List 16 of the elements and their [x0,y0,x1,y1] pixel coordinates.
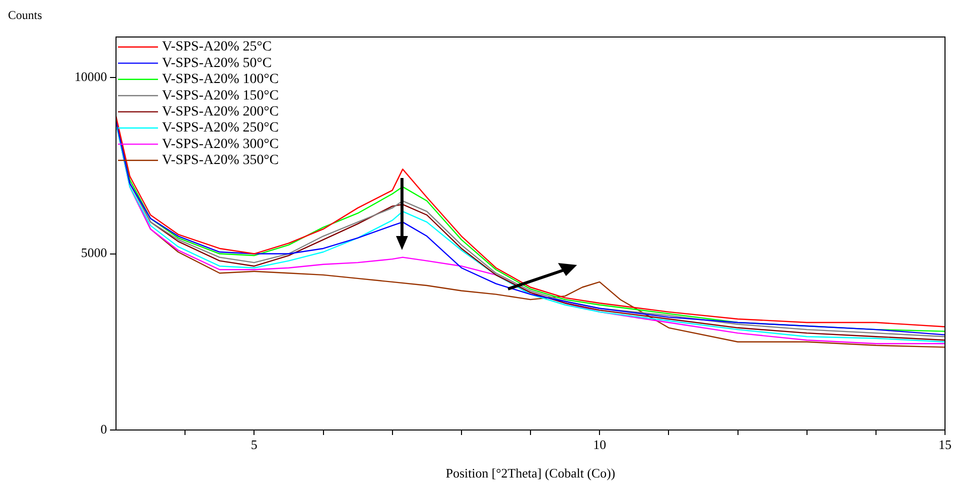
x-tick-label: 15 [938,437,952,452]
legend-label: V-SPS-A20% 250°C [162,120,279,136]
legend-label: V-SPS-A20% 200°C [162,104,279,120]
legend-label: V-SPS-A20% 350°C [162,153,279,168]
legend-label: V-SPS-A20% 50°C [162,56,272,71]
legend-label: V-SPS-A20% 300°C [162,136,279,152]
legend-label: V-SPS-A20% 150°C [162,88,279,104]
y-tick-label: 5000 [81,245,107,260]
x-axis-title: Position [°2Theta] (Cobalt (Co)) [446,466,616,481]
x-tick-label: 10 [593,437,606,452]
y-axis-title: Counts [8,8,42,22]
legend-label: V-SPS-A20% 100°C [162,72,279,88]
x-tick-label: 5 [250,437,258,452]
y-tick-label: 0 [100,421,107,436]
legend-label: V-SPS-A20% 25°C [162,40,272,55]
y-tick-label: 10000 [74,68,107,84]
